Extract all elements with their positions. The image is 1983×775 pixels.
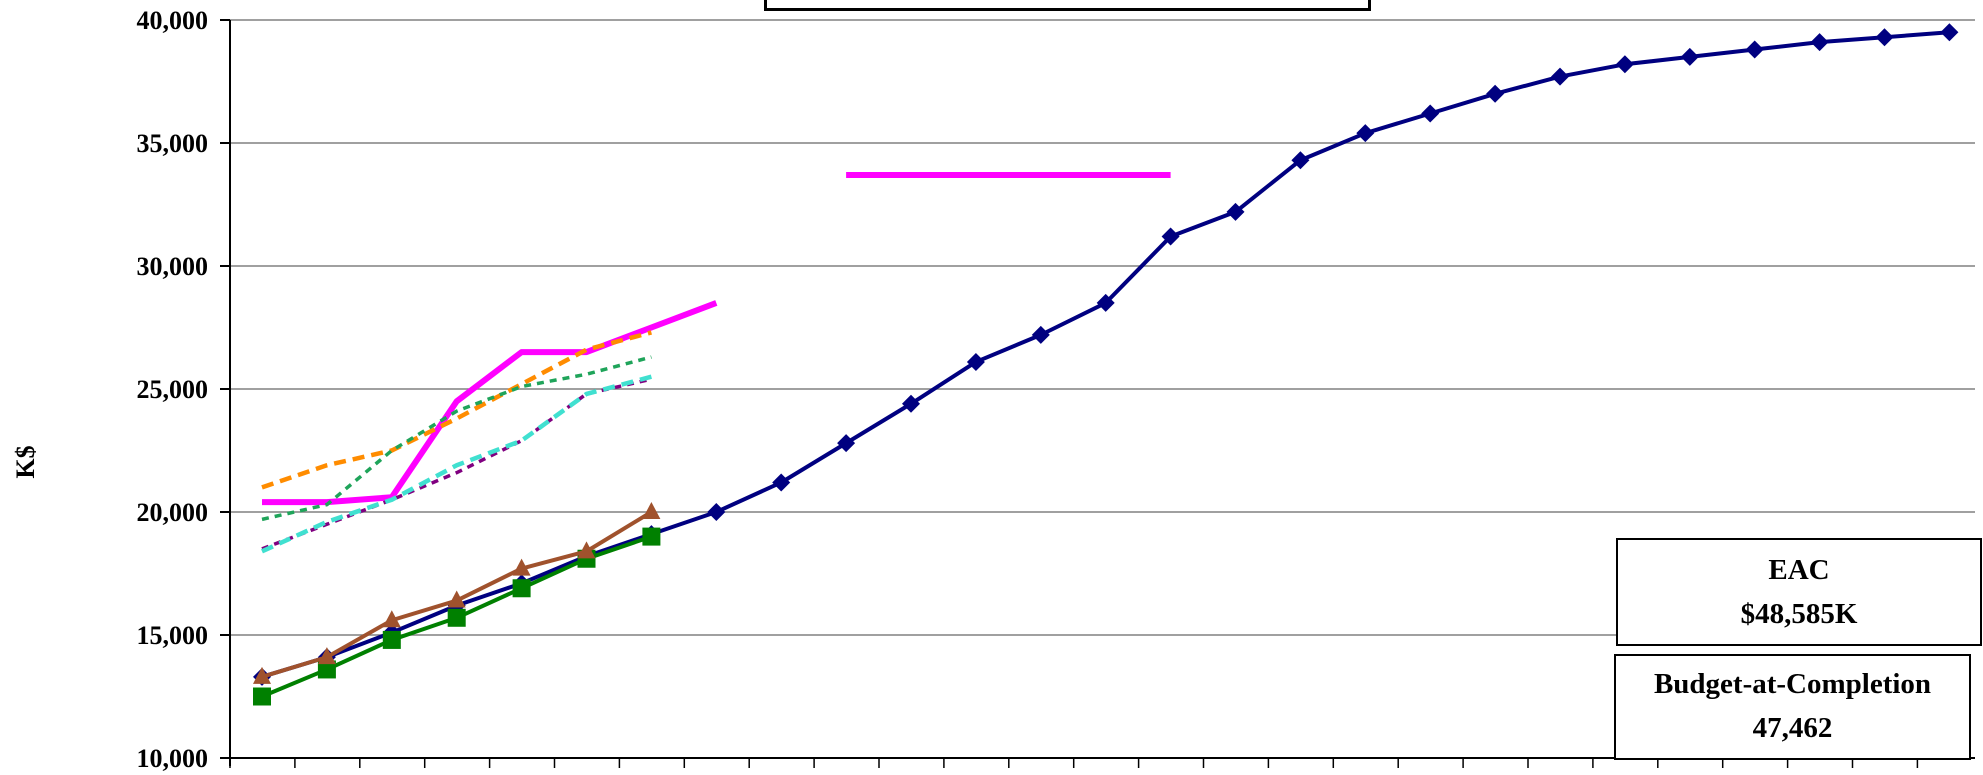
data-point bbox=[1291, 151, 1310, 170]
y-tick-label: 40,000 bbox=[137, 6, 209, 35]
data-point bbox=[1680, 47, 1699, 66]
series-line bbox=[261, 330, 652, 490]
data-point bbox=[447, 608, 466, 627]
data-point bbox=[253, 687, 271, 706]
data-point bbox=[642, 527, 661, 546]
eac-box: EAC $48,585K bbox=[1616, 538, 1982, 646]
series-group bbox=[253, 23, 1959, 706]
series-acwp-2 bbox=[253, 502, 661, 684]
data-point bbox=[577, 541, 596, 559]
data-point bbox=[1875, 28, 1894, 47]
bac-value: 47,462 bbox=[1752, 712, 1833, 744]
data-point bbox=[512, 579, 531, 598]
eac-value: $48,585K bbox=[1740, 598, 1858, 630]
title-box bbox=[764, 0, 1371, 11]
series-cyan_dash-7 bbox=[261, 374, 652, 554]
series-line bbox=[261, 374, 652, 554]
series-line bbox=[261, 355, 652, 522]
data-point bbox=[837, 434, 856, 453]
series-bcwp-1 bbox=[253, 527, 661, 706]
data-point bbox=[966, 352, 985, 371]
data-point bbox=[1486, 84, 1505, 103]
data-point bbox=[642, 502, 661, 519]
data-point bbox=[317, 660, 336, 679]
y-tick-label: 15,000 bbox=[137, 621, 209, 650]
y-tick-labels: 10,000 15,000 20,000 25,000 30,000 35,000 40,0… bbox=[137, 6, 209, 773]
data-point bbox=[317, 647, 336, 665]
y-tick-label: 10,000 bbox=[137, 744, 209, 773]
series-orange-4 bbox=[261, 330, 652, 490]
data-point bbox=[447, 590, 466, 608]
data-point bbox=[707, 503, 726, 521]
series-line bbox=[261, 377, 652, 551]
data-point bbox=[1356, 124, 1375, 143]
eac-title: EAC bbox=[1768, 554, 1830, 586]
data-point bbox=[382, 630, 401, 649]
y-axis-label: K$ bbox=[11, 445, 40, 478]
data-point bbox=[1421, 104, 1440, 123]
series-eac_line-3 bbox=[262, 300, 718, 506]
data-point bbox=[1940, 23, 1959, 42]
data-point bbox=[1551, 67, 1569, 86]
data-point bbox=[253, 666, 271, 684]
series-purple_dash-6 bbox=[261, 377, 652, 551]
data-point bbox=[1226, 202, 1245, 221]
data-point bbox=[902, 394, 920, 413]
data-point bbox=[1161, 227, 1180, 246]
data-point bbox=[1810, 33, 1829, 52]
series-line bbox=[262, 300, 718, 506]
data-point bbox=[1615, 55, 1634, 74]
bac-box: Budget-at-Completion 47,462 bbox=[1614, 654, 1971, 760]
y-tick-label: 35,000 bbox=[137, 129, 209, 158]
data-point bbox=[512, 558, 531, 576]
data-point bbox=[382, 610, 401, 628]
data-point bbox=[1096, 293, 1115, 312]
data-point bbox=[1745, 40, 1764, 59]
data-point bbox=[772, 473, 791, 492]
y-tick-label: 30,000 bbox=[137, 252, 209, 281]
y-tick-label: 25,000 bbox=[137, 375, 209, 404]
y-tick-label: 20,000 bbox=[137, 498, 209, 527]
series-green_dash-5 bbox=[261, 355, 652, 522]
data-point bbox=[1031, 325, 1050, 344]
bac-title: Budget-at-Completion bbox=[1653, 668, 1932, 700]
